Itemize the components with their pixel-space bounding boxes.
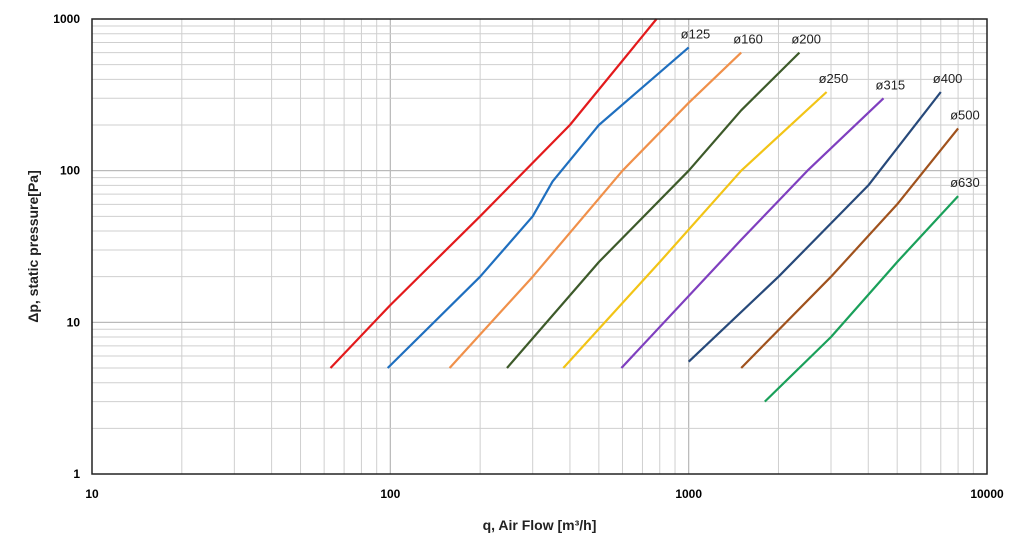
series-label: ø400	[933, 71, 963, 86]
series-line	[740, 127, 959, 369]
y-tick-label: 100	[60, 164, 80, 178]
series-line	[687, 91, 942, 363]
series-label: ø315	[876, 77, 906, 92]
x-tick-label: 1000	[675, 487, 702, 501]
y-tick-label: 1000	[53, 12, 80, 26]
series-label: ø200	[791, 32, 821, 47]
series-label: ø500	[950, 107, 980, 122]
x-tick-label: 10	[85, 487, 99, 501]
y-axis-title: Δp, static pressure[Pa]	[25, 170, 41, 322]
x-axis-title: q, Air Flow [m³/h]	[483, 517, 597, 533]
series-line	[562, 91, 828, 369]
plot-frame	[91, 18, 988, 475]
series-label: ø160	[733, 32, 763, 47]
series-line	[386, 46, 690, 369]
series-line	[620, 97, 885, 369]
grid	[91, 18, 988, 475]
series-labels: ø125 ø160 ø200 ø250 ø315 ø400 ø500 ø630	[681, 26, 980, 190]
series-label: ø250	[819, 71, 849, 86]
tick-labels: 10 100 1000 10000 1 10 100 1000	[53, 12, 1004, 501]
series-line	[506, 51, 801, 369]
x-tick-label: 10000	[970, 487, 1004, 501]
series-lines	[329, 18, 959, 403]
y-tick-label: 1	[73, 467, 80, 481]
x-tick-label: 100	[380, 487, 400, 501]
series-label: ø630	[950, 175, 980, 190]
series-label: ø125	[681, 26, 711, 41]
series-line	[448, 51, 742, 369]
series-line	[764, 195, 959, 403]
y-tick-label: 10	[67, 315, 81, 329]
series-line	[329, 18, 658, 369]
